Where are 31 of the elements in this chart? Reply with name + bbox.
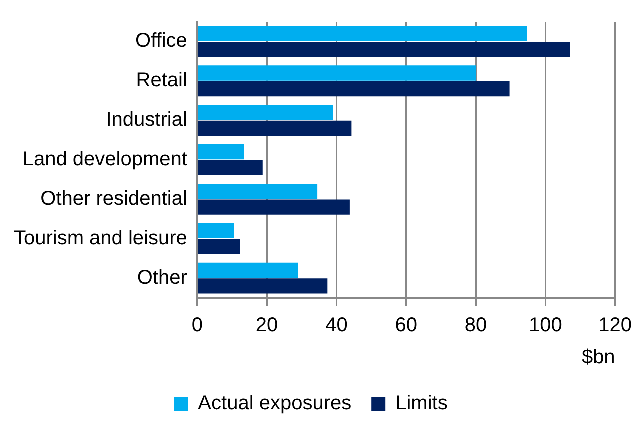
y-tick-label: Industrial: [106, 109, 188, 132]
y-tick-label: Other: [137, 266, 188, 289]
bar: [198, 262, 298, 278]
x-tick-label: 100: [528, 314, 562, 337]
y-tick-label: Office: [136, 30, 188, 52]
x-tick-label: 0: [192, 314, 203, 337]
bar: [198, 184, 318, 200]
legend-label: Limits: [396, 392, 448, 415]
bar: [198, 42, 570, 58]
bar: [198, 26, 528, 42]
legend-label: Actual exposures: [198, 392, 352, 415]
bar: [198, 160, 263, 176]
x-tick-label: 60: [395, 314, 418, 337]
x-tick-label: 80: [464, 314, 488, 337]
bar: [198, 223, 234, 239]
y-tick-label: Other residential: [40, 188, 188, 210]
x-tick-label: 40: [326, 314, 348, 337]
x-axis-title: $bn: [582, 346, 616, 369]
y-tick-label: Tourism and leisure: [14, 227, 188, 250]
y-tick-label: Retail: [136, 70, 188, 92]
bar: [198, 66, 476, 81]
bar: [198, 200, 350, 215]
bar: [198, 278, 328, 294]
bar: [198, 144, 244, 160]
bar: [198, 81, 510, 97]
x-tick-label: 20: [256, 314, 278, 337]
bar: [198, 105, 334, 120]
x-tick-label: 120: [598, 314, 632, 337]
bar: [198, 239, 240, 254]
y-tick-label: Land development: [22, 148, 188, 171]
bar: [198, 120, 352, 136]
